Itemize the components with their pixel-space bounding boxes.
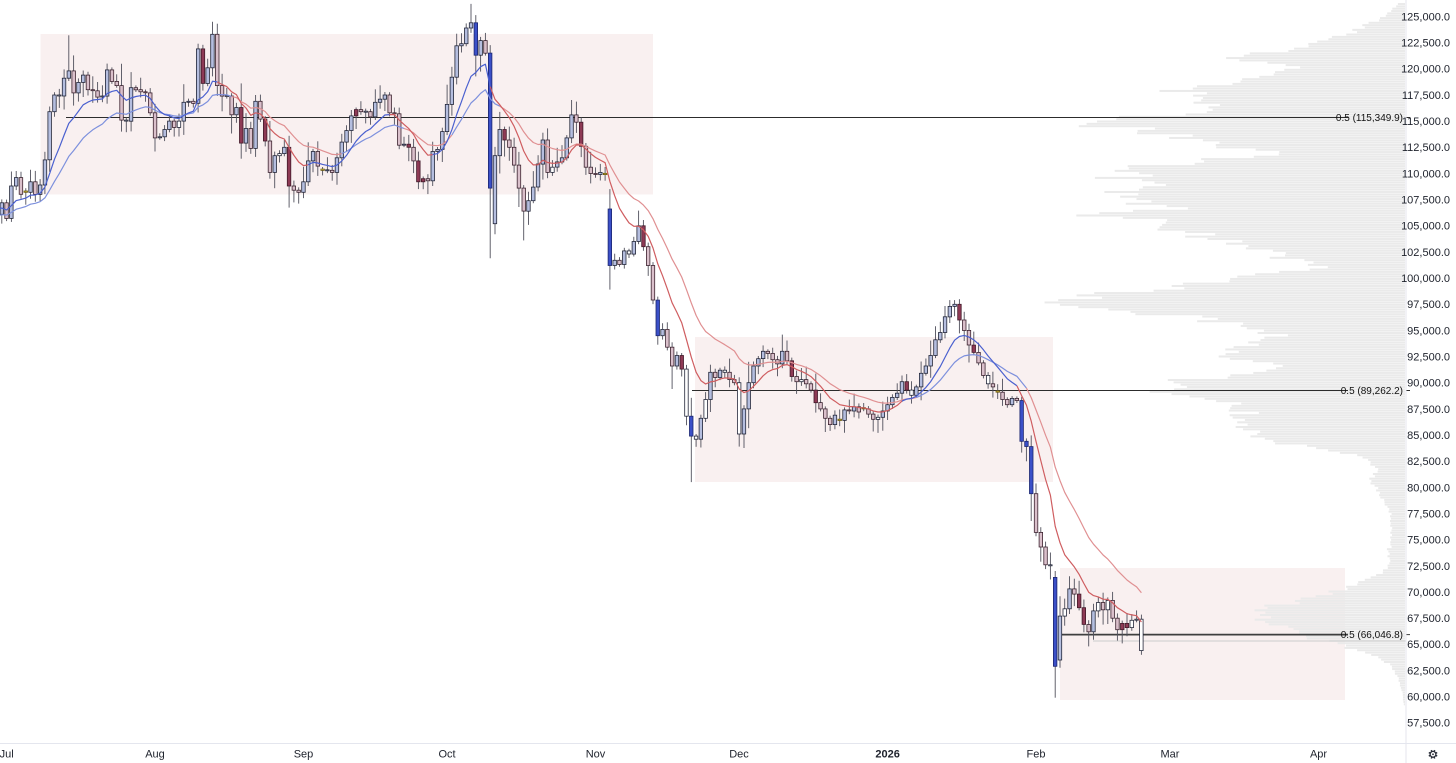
svg-text:Mar: Mar: [1161, 749, 1180, 761]
svg-text:125,000.0: 125,000.0: [1401, 11, 1450, 23]
svg-text:85,000.0: 85,000.0: [1407, 430, 1450, 442]
svg-text:Aug: Aug: [145, 749, 165, 761]
svg-text:95,000.0: 95,000.0: [1407, 325, 1450, 337]
svg-text:Sep: Sep: [294, 749, 314, 761]
svg-text:60,000.0: 60,000.0: [1407, 692, 1450, 704]
svg-text:Jul: Jul: [0, 749, 14, 761]
svg-text:115,000.0: 115,000.0: [1402, 116, 1450, 128]
svg-text:57,500.0: 57,500.0: [1407, 718, 1450, 730]
svg-text:0.5 (89,262.2): 0.5 (89,262.2): [1341, 386, 1403, 397]
svg-text:122,500.0: 122,500.0: [1401, 38, 1450, 50]
svg-text:92,500.0: 92,500.0: [1407, 352, 1450, 364]
svg-text:97,500.0: 97,500.0: [1407, 299, 1450, 311]
svg-text:70,000.0: 70,000.0: [1407, 587, 1450, 599]
svg-text:Nov: Nov: [586, 749, 606, 761]
svg-text:62,500.0: 62,500.0: [1407, 665, 1450, 677]
svg-text:82,500.0: 82,500.0: [1407, 456, 1450, 468]
svg-text:Feb: Feb: [1027, 749, 1046, 761]
svg-text:Oct: Oct: [438, 749, 455, 761]
svg-text:80,000.0: 80,000.0: [1407, 482, 1450, 494]
svg-text:Apr: Apr: [1310, 749, 1327, 761]
svg-text:0.5 (66,046.8): 0.5 (66,046.8): [1341, 630, 1403, 641]
svg-text:77,500.0: 77,500.0: [1407, 508, 1450, 520]
svg-text:72,500.0: 72,500.0: [1407, 561, 1450, 573]
svg-text:105,000.0: 105,000.0: [1401, 221, 1450, 233]
svg-text:112,500.0: 112,500.0: [1402, 142, 1450, 154]
svg-text:107,500.0: 107,500.0: [1401, 195, 1450, 207]
svg-text:102,500.0: 102,500.0: [1401, 247, 1450, 259]
svg-text:Dec: Dec: [729, 749, 749, 761]
svg-text:100,000.0: 100,000.0: [1401, 273, 1450, 285]
svg-text:110,000.0: 110,000.0: [1402, 168, 1450, 180]
svg-text:120,000.0: 120,000.0: [1401, 64, 1450, 76]
svg-text:0.5 (115,349.9): 0.5 (115,349.9): [1336, 113, 1403, 124]
svg-text:67,500.0: 67,500.0: [1407, 613, 1450, 625]
svg-text:117,500.0: 117,500.0: [1402, 90, 1450, 102]
svg-text:65,000.0: 65,000.0: [1407, 639, 1450, 651]
svg-text:87,500.0: 87,500.0: [1407, 404, 1450, 416]
svg-text:2026: 2026: [875, 749, 899, 761]
svg-text:75,000.0: 75,000.0: [1407, 535, 1450, 547]
svg-text:90,000.0: 90,000.0: [1407, 378, 1450, 390]
